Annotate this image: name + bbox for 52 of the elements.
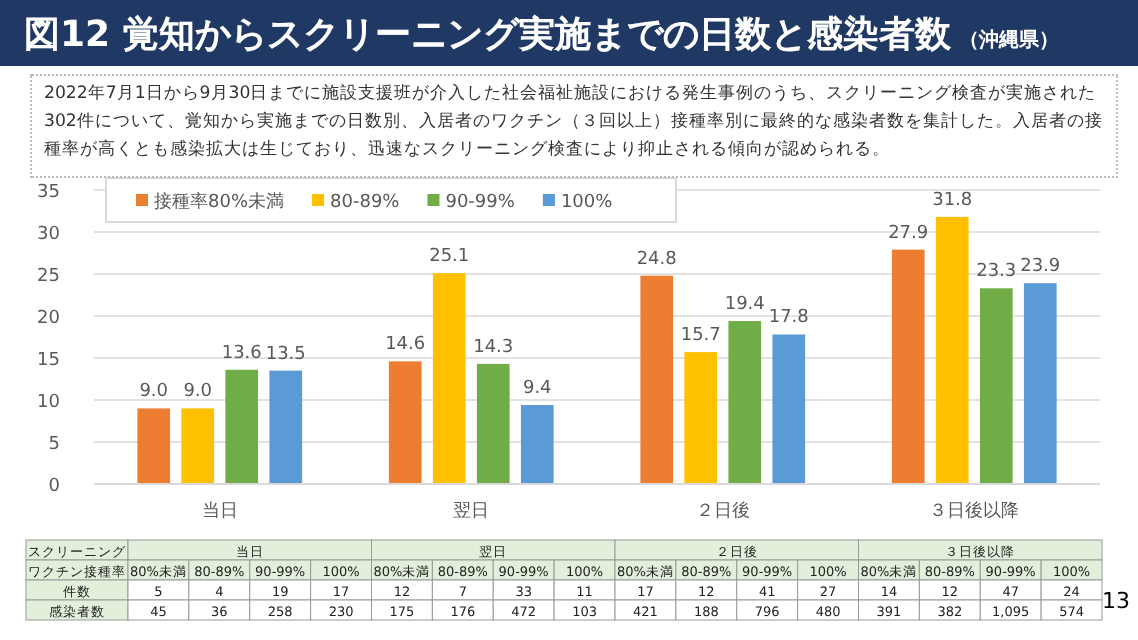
bar	[728, 321, 762, 484]
bar	[1023, 283, 1057, 484]
data-label: 9.0	[183, 382, 213, 403]
bar	[979, 288, 1013, 484]
y-tick-label: 30	[37, 225, 61, 245]
data-label: 9.4	[522, 379, 553, 400]
bar	[225, 369, 259, 484]
bar	[640, 275, 674, 484]
bar	[388, 361, 422, 484]
text: 13	[1102, 588, 1130, 614]
legend-label: 80-89%	[330, 193, 401, 213]
legend-label: 90-99%	[445, 193, 516, 213]
y-tick-label: 0	[48, 477, 61, 497]
data-label: 23.3	[976, 262, 1017, 283]
text: 2022年7月1日から9月30日までに施設支援班が介入した社会福祉施設における発生事例のうち、スクリーニング検査が実施された302件について、覚知から実施までの日数別、入居者のワクチン（３回以上）接種率別に最終的な感染者数を集計した。入居者の接種率が高くとも感染拡大は生じており、迅速なスクリーニング検査により抑止される傾向が認められる。	[30, 74, 1118, 178]
x-tick-label: 翌日	[453, 500, 490, 522]
data-label: 25.1	[429, 247, 470, 268]
data-label: 31.8	[932, 190, 973, 211]
y-tick-label: 20	[37, 309, 61, 329]
bar	[520, 405, 554, 484]
bar	[476, 363, 510, 484]
data-label: 13.6	[221, 343, 263, 364]
bar	[137, 408, 171, 484]
bar	[269, 370, 303, 484]
data-label: 19.4	[724, 295, 766, 316]
data-label: 23.9	[1020, 257, 1061, 278]
legend-label: 100%	[560, 193, 614, 213]
bar	[181, 408, 215, 484]
y-tick-label: 35	[37, 183, 60, 203]
legend-label: 接種率80%未満	[154, 191, 285, 213]
y-tick-label: 10	[37, 393, 61, 413]
data-label: 17.8	[768, 308, 810, 329]
y-tick-label: 15	[37, 351, 60, 371]
y-tick-label: 5	[48, 435, 60, 455]
bar	[684, 352, 718, 484]
x-tick-label: 当日	[201, 500, 238, 522]
data-label: 9.0	[139, 382, 169, 403]
bar	[891, 249, 925, 484]
data-label: 14.6	[385, 335, 426, 356]
x-tick-label: ２日後	[695, 500, 750, 522]
x-tick-label: ３日後以降	[929, 500, 1020, 522]
y-tick-label: 25	[37, 267, 60, 287]
bar	[935, 216, 969, 484]
data-label: 24.8	[636, 249, 678, 270]
chart-subtitle: （沖縄県）	[958, 28, 1059, 52]
data-label: 27.9	[888, 223, 929, 244]
data-label: 15.7	[680, 326, 721, 347]
bar	[432, 273, 466, 484]
bar	[772, 334, 806, 484]
data-label: 13.5	[265, 344, 306, 365]
data-label: 14.3	[473, 337, 514, 358]
chart-title: 図12 覚知からスクリーニング実施までの日数と感染者数	[24, 14, 953, 56]
